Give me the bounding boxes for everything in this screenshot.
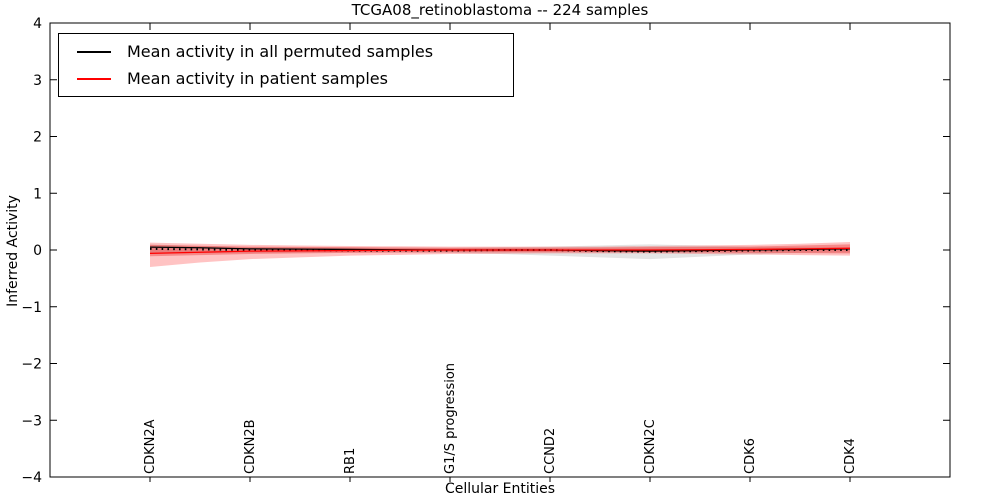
y-tick-label: 2 (33, 130, 42, 146)
x-tick-label: CDK6 (743, 438, 758, 474)
y-axis-ticks: 4 3 2 1 0 −1 −2 −3 −4 (21, 16, 950, 486)
y-tick-label: 4 (33, 16, 42, 32)
x-axis-label: Cellular Entities (444, 481, 556, 497)
y-tick-label: 3 (33, 73, 42, 89)
x-tick-label: CCND2 (543, 428, 558, 474)
x-tick-label: CDKN2B (243, 419, 258, 474)
patient-line-swatch (77, 77, 111, 80)
x-tick-label: G1/S progression (443, 363, 458, 474)
legend-label-permuted: Mean activity in all permuted samples (127, 42, 434, 61)
y-tick-label: −1 (21, 300, 42, 316)
legend: Mean activity in all permuted samples Me… (58, 33, 514, 97)
y-axis-label: Inferred Activity (5, 195, 21, 307)
x-tick-label: CDK4 (843, 438, 858, 474)
series-lines (149, 246, 851, 255)
y-tick-label: 1 (33, 186, 42, 202)
legend-entry-permuted: Mean activity in all permuted samples (59, 40, 513, 64)
x-tick-label: CDKN2A (143, 419, 158, 474)
chart-title: TCGA08_retinoblastoma -- 224 samples (351, 1, 649, 19)
confidence-bands (150, 242, 850, 268)
y-tick-label: 0 (33, 243, 42, 259)
patient-outer-confidence-band (150, 242, 850, 268)
median-activity-permuted (149, 247, 850, 253)
permuted-confidence-band (150, 244, 850, 260)
x-axis-ticks: CDKN2A CDKN2B RB1 G1/S progression CCND2 CDKN… (143, 23, 858, 482)
y-tick-label: −4 (21, 470, 42, 486)
y-tick-label: −3 (21, 413, 42, 429)
x-tick-label: CDKN2C (643, 419, 658, 474)
legend-entry-patient: Mean activity in patient samples (59, 67, 513, 91)
legend-label-patient: Mean activity in patient samples (127, 69, 388, 88)
x-tick-label: RB1 (343, 448, 358, 474)
permuted-line-swatch (77, 50, 111, 53)
y-tick-label: −2 (21, 357, 42, 373)
mean-activity-patient (149, 247, 851, 255)
